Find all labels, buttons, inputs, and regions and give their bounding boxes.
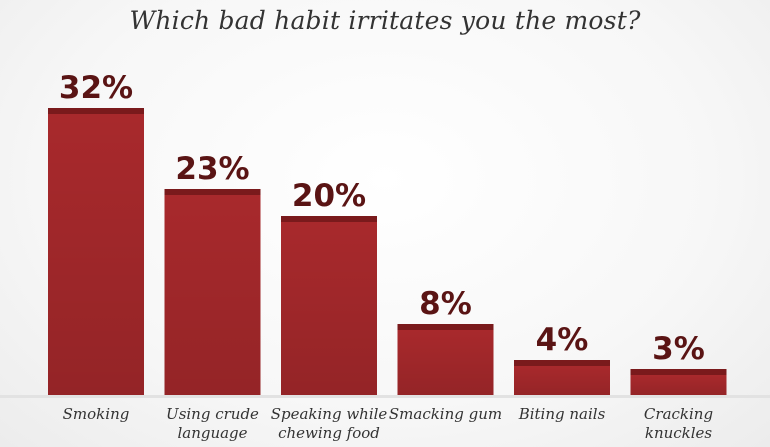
bar-top-4 [514,360,610,366]
category-label-5-line-0: Cracking [644,405,713,423]
data-label-2: 20% [292,178,366,214]
chart-baseline [0,395,770,398]
category-label-4-line-0: Biting nails [518,405,606,423]
bar-shade-0 [48,114,144,396]
data-label-1: 23% [175,151,249,187]
category-label-3: Smacking gum [389,405,502,423]
bar-shade-4 [514,366,610,396]
category-label-5-line-1: knuckles [645,424,713,442]
category-label-1-line-0: Using crude [166,405,259,423]
bar-shade-5 [630,375,727,396]
category-label-2-line-1: chewing food [278,424,380,442]
category-label-0: Smoking [63,405,130,423]
data-label-3: 8% [419,286,472,322]
data-label-4: 4% [536,322,589,358]
bar-top-0 [48,108,144,114]
bar-shade-3 [397,330,494,396]
category-label-1-line-1: language [177,424,247,442]
category-label-4: Biting nails [518,405,606,423]
data-label-5: 3% [652,331,705,367]
category-label-0-line-0: Smoking [63,405,130,423]
chart-title: Which bad habit irritates you the most? [129,6,641,35]
category-label-5: Cracking knuckles [644,405,713,442]
bar-shade-1 [164,195,261,396]
bar-top-1 [164,189,261,195]
data-label-0: 32% [59,70,133,106]
category-label-1: Using crude language [166,405,259,442]
category-label-2: Speaking while chewing food [271,405,388,442]
bar-top-2 [281,216,377,222]
bar-top-3 [397,324,494,330]
category-label-2-line-0: Speaking while [271,405,388,423]
bar-top-5 [630,369,727,375]
category-label-3-line-0: Smacking gum [389,405,502,423]
bar-shade-2 [281,222,377,396]
